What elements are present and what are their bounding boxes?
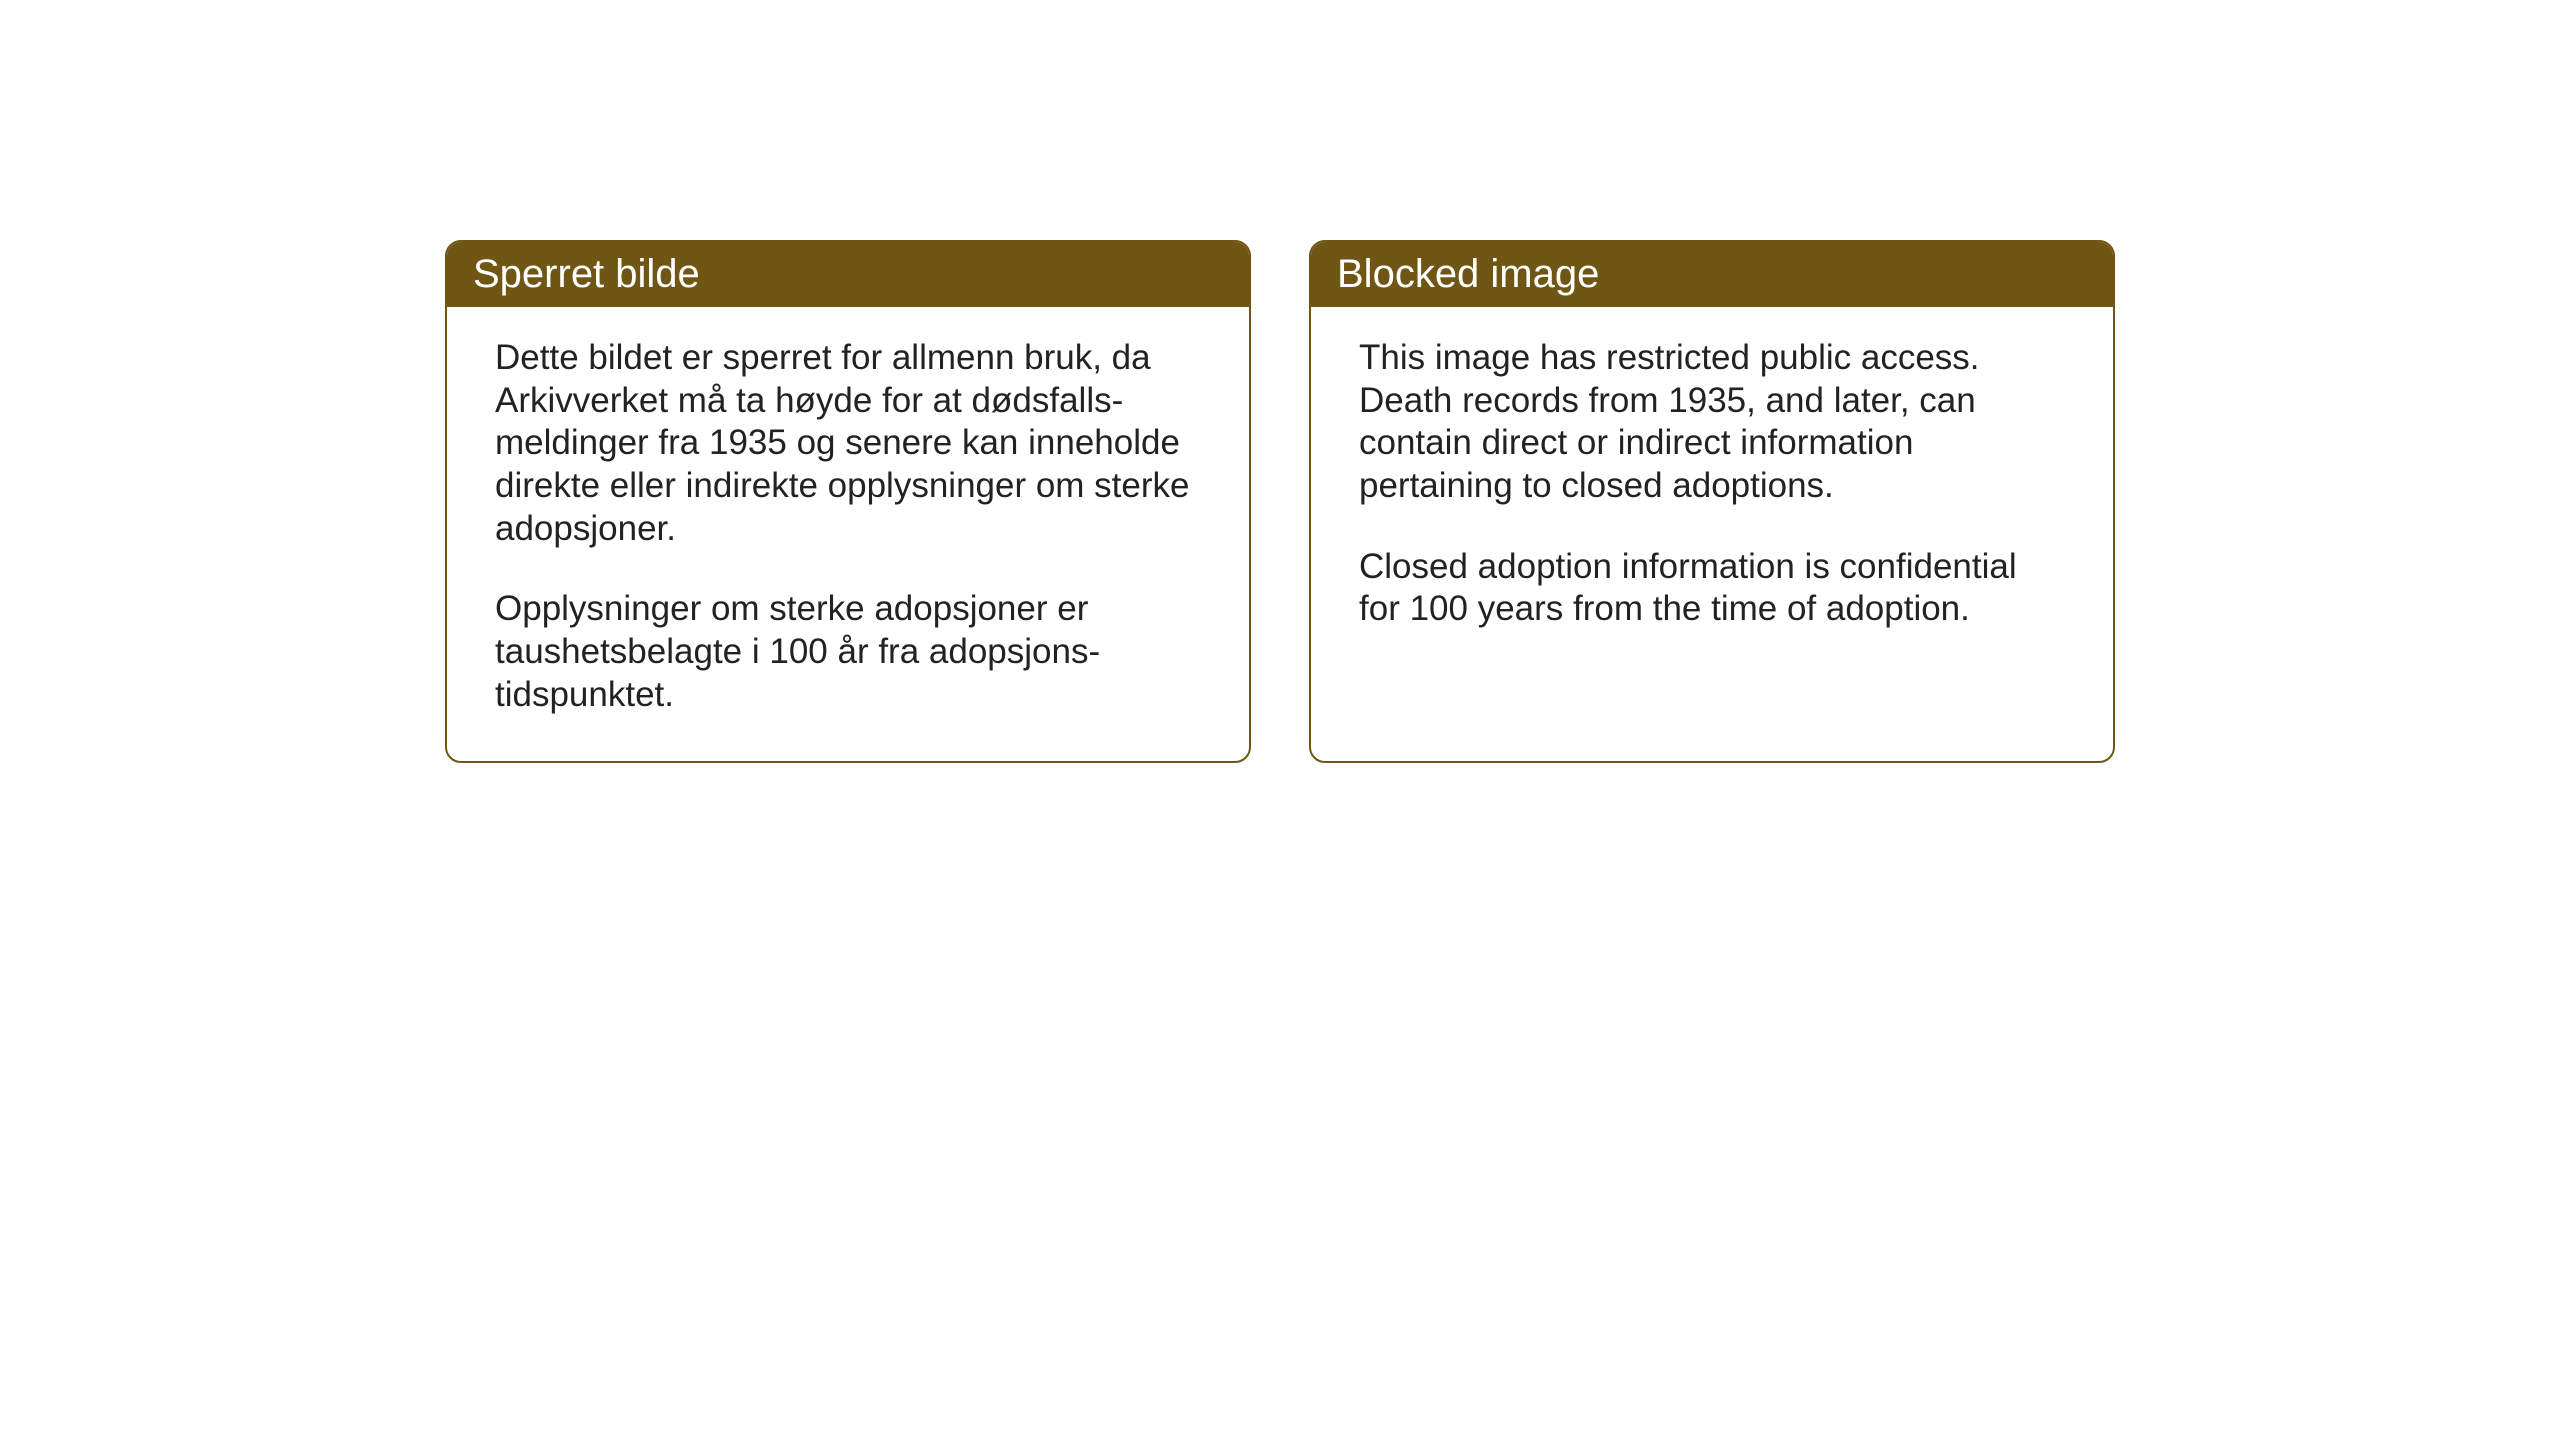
card-paragraph1-english: This image has restricted public access.… (1359, 337, 2065, 508)
card-body-norwegian: Dette bildet er sperret for allmenn bruk… (447, 307, 1249, 761)
card-paragraph2-english: Closed adoption information is confident… (1359, 546, 2065, 631)
card-title-norwegian: Sperret bilde (473, 252, 700, 296)
card-body-english: This image has restricted public access.… (1311, 307, 2113, 675)
notice-container: Sperret bilde Dette bildet er sperret fo… (445, 240, 2115, 763)
card-header-english: Blocked image (1311, 242, 2113, 307)
card-paragraph1-norwegian: Dette bildet er sperret for allmenn bruk… (495, 337, 1201, 550)
notice-card-norwegian: Sperret bilde Dette bildet er sperret fo… (445, 240, 1251, 763)
card-header-norwegian: Sperret bilde (447, 242, 1249, 307)
card-title-english: Blocked image (1337, 252, 1599, 296)
notice-card-english: Blocked image This image has restricted … (1309, 240, 2115, 763)
card-paragraph2-norwegian: Opplysninger om sterke adopsjoner er tau… (495, 588, 1201, 716)
